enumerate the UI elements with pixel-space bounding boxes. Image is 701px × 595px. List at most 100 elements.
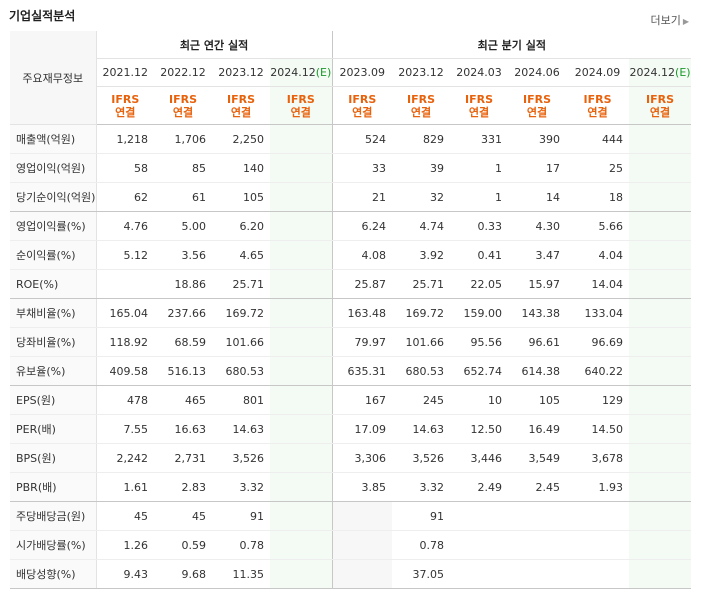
basis-header: IFRS 연결 bbox=[392, 86, 451, 125]
table-cell: 14.63 bbox=[392, 414, 451, 444]
table-cell: 516.13 bbox=[154, 356, 212, 386]
table-cell: 85 bbox=[154, 153, 212, 183]
basis-header: IFRS 연결 bbox=[566, 86, 630, 125]
basis-header: IFRS 연결 bbox=[212, 86, 270, 125]
chevron-right-icon: ▶ bbox=[682, 17, 689, 26]
row-label: 주당배당금(원) bbox=[10, 501, 97, 531]
table-cell: 18.86 bbox=[154, 269, 212, 299]
table-cell: 91 bbox=[392, 501, 451, 531]
table-cell bbox=[629, 559, 692, 589]
table-cell bbox=[629, 298, 692, 328]
table-cell: 37.05 bbox=[392, 559, 451, 589]
table-row: PBR(배) 1.61 2.83 3.32 3.85 3.32 2.49 2.45 1.93 bbox=[10, 472, 692, 502]
table-cell bbox=[270, 327, 333, 357]
table-cell: 3.92 bbox=[392, 240, 451, 270]
row-label: 영업이익률(%) bbox=[10, 211, 97, 241]
table-cell: 4.08 bbox=[331, 240, 393, 270]
table-cell: 159.00 bbox=[450, 298, 509, 328]
table-cell: 61 bbox=[154, 182, 212, 212]
table-cell bbox=[629, 124, 692, 154]
table-cell bbox=[566, 559, 630, 589]
table-cell: 3.56 bbox=[154, 240, 212, 270]
period-label: 2024.12 bbox=[629, 66, 676, 79]
basis-standard: IFRS bbox=[111, 92, 140, 106]
table-row: 당좌비율(%) 118.92 68.59 101.66 79.97 101.66 95.56… bbox=[10, 327, 692, 357]
table-cell bbox=[270, 269, 333, 299]
table-cell: 18 bbox=[566, 182, 630, 212]
period-label: 2023.12 bbox=[218, 66, 264, 79]
table-cell: 4.65 bbox=[212, 240, 270, 270]
table-cell: 2,242 bbox=[96, 443, 154, 473]
basis-consolidation: 연결 bbox=[587, 105, 608, 119]
table-cell bbox=[270, 298, 333, 328]
basis-standard: IFRS bbox=[407, 92, 436, 106]
table-cell: 2,731 bbox=[154, 443, 212, 473]
table-cell: 118.92 bbox=[96, 327, 154, 357]
table-row: EPS(원) 478 465 801 167 245 10 105 129 bbox=[10, 385, 692, 415]
table-cell: 444 bbox=[566, 124, 630, 154]
basis-standard: IFRS bbox=[227, 92, 255, 106]
table-cell: 169.72 bbox=[212, 298, 270, 328]
table-cell bbox=[270, 414, 333, 444]
table-cell bbox=[331, 559, 393, 589]
table-cell bbox=[270, 124, 333, 154]
table-row: 영업이익률(%) 4.76 5.00 6.20 6.24 4.74 0.33 4.30 5.66 bbox=[10, 211, 692, 241]
table-cell bbox=[566, 501, 630, 531]
table-row: 매출액(억원) 1,218 1,706 2,250 524 829 331 390 444 bbox=[10, 124, 692, 154]
table-cell: 801 bbox=[212, 385, 270, 415]
table-cell: 79.97 bbox=[331, 327, 393, 357]
row-label: ROE(%) bbox=[10, 269, 97, 299]
table-cell bbox=[270, 472, 333, 502]
table-cell: 5.00 bbox=[154, 211, 212, 241]
row-label: 시가배당률(%) bbox=[10, 530, 97, 560]
row-label: 배당성향(%) bbox=[10, 559, 97, 589]
table-cell: 101.66 bbox=[392, 327, 451, 357]
table-cell bbox=[450, 559, 509, 589]
table-cell bbox=[629, 501, 692, 531]
table-cell: 22.05 bbox=[450, 269, 509, 299]
period-label: 2024.09 bbox=[574, 66, 621, 79]
table-cell: 4.76 bbox=[96, 211, 154, 241]
table-cell bbox=[566, 530, 630, 560]
table-cell: 524 bbox=[331, 124, 393, 154]
table-row: 부채비율(%) 165.04 237.66 169.72 163.48 169.72 159… bbox=[10, 298, 692, 328]
period-label: 2024.06 bbox=[514, 66, 560, 79]
table-cell bbox=[96, 269, 154, 299]
row-header-label: 주요재무정보 bbox=[10, 31, 97, 125]
table-cell: 133.04 bbox=[566, 298, 630, 328]
table-cell bbox=[629, 240, 692, 270]
table-cell: 0.78 bbox=[392, 530, 451, 560]
table-cell: 3,446 bbox=[450, 443, 509, 473]
table-cell: 14 bbox=[508, 182, 567, 212]
table-cell: 635.31 bbox=[331, 356, 393, 386]
table-cell: 16.63 bbox=[154, 414, 212, 444]
period-label: 2024.03 bbox=[456, 66, 502, 79]
table-cell: 25.87 bbox=[331, 269, 393, 299]
table-cell: 2.83 bbox=[154, 472, 212, 502]
table-cell bbox=[629, 211, 692, 241]
table-cell bbox=[331, 501, 393, 531]
table-cell bbox=[629, 269, 692, 299]
table-cell: 91 bbox=[212, 501, 270, 531]
table-cell: 237.66 bbox=[154, 298, 212, 328]
period-label: 2024.12 bbox=[270, 66, 316, 79]
table-cell: 1.93 bbox=[566, 472, 630, 502]
table-cell: 680.53 bbox=[212, 356, 270, 386]
table-row: 영업이익(억원) 58 85 140 33 39 1 17 25 bbox=[10, 153, 692, 183]
more-label: 더보기 bbox=[650, 14, 681, 27]
table-cell: 25 bbox=[566, 153, 630, 183]
financial-table: 주요재무정보 최근 연간 실적 최근 분기 실적 2021.12 2022.12 2… bbox=[10, 31, 692, 589]
row-label: 유보율(%) bbox=[10, 356, 97, 386]
period-header: 2023.09 bbox=[331, 58, 393, 87]
table-cell bbox=[270, 443, 333, 473]
table-cell: 1.26 bbox=[96, 530, 154, 560]
section-title: 기업실적분석 bbox=[9, 9, 76, 23]
table-cell: 331 bbox=[450, 124, 509, 154]
more-link[interactable]: 더보기 ▶ bbox=[650, 12, 689, 28]
row-label: PER(배) bbox=[10, 414, 97, 444]
table-cell: 17 bbox=[508, 153, 567, 183]
table-cell: 5.12 bbox=[96, 240, 154, 270]
basis-standard: IFRS bbox=[465, 92, 494, 106]
table-cell: 6.20 bbox=[212, 211, 270, 241]
basis-header: IFRS 연결 bbox=[96, 86, 154, 125]
